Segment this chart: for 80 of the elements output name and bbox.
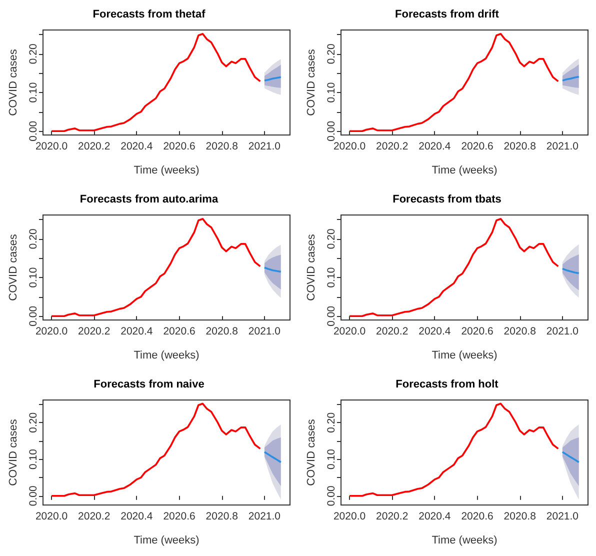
y-tick-label: 0.00	[28, 120, 40, 142]
x-tick-label: 2021.0	[248, 140, 281, 152]
x-tick-label: 2020.4	[120, 326, 153, 338]
x-tick-label: 2021.0	[546, 140, 579, 152]
line-series	[348, 402, 560, 497]
y-tick-label: 0.20	[28, 44, 40, 64]
y-tick-label: 0.00	[326, 120, 338, 142]
y-tick-label: 0.00	[326, 485, 338, 506]
x-tick-label: 2020.6	[163, 326, 196, 338]
x-tick-label: 2020.6	[461, 326, 494, 338]
x-tick-label: 2020.4	[418, 510, 451, 522]
y-tick-label: 0.10	[28, 82, 40, 103]
x-tick-label: 2020.2	[376, 326, 408, 338]
y-tick-label: 0.20	[326, 228, 338, 250]
y-axis-title: COVID cases	[8, 418, 20, 486]
x-tick-label: 2020.2	[78, 140, 110, 152]
x-tick-label: 2020.0	[35, 510, 68, 522]
x-tick-label: 2020.4	[418, 326, 451, 338]
x-tick-label: 2020.8	[504, 140, 536, 152]
line-series	[348, 218, 560, 318]
x-tick-label: 2020.2	[376, 140, 408, 152]
y-axis-title: COVID cases	[8, 48, 20, 116]
line-series	[50, 32, 262, 132]
x-tick-label: 2020.2	[78, 510, 110, 522]
chart-title: Forecasts from holt	[396, 378, 499, 390]
x-tick-label: 2020.0	[333, 326, 366, 338]
y-tick-label: 0.10	[326, 267, 338, 288]
x-tick-label: 2020.0	[333, 140, 366, 152]
chart-title: Forecasts from auto.arima	[80, 194, 219, 206]
x-tick-label: 2020.0	[35, 140, 68, 152]
x-tick-label: 2020.8	[206, 140, 238, 152]
x-tick-label: 2021.0	[546, 326, 579, 338]
x-tick-label: 2021.0	[248, 510, 281, 522]
x-tick-label: 2020.0	[333, 510, 366, 522]
y-tick-label: 0.10	[28, 267, 40, 288]
x-tick-label: 2020.6	[461, 140, 494, 152]
chart-title: Forecasts from drift	[395, 8, 500, 20]
x-axis-title: Time (weeks)	[432, 350, 498, 362]
x-tick-label: 2020.8	[504, 510, 536, 522]
y-axis-title: COVID cases	[306, 418, 318, 486]
x-tick-label: 2020.8	[206, 326, 238, 338]
y-tick-label: 0.00	[28, 485, 40, 506]
line-series	[562, 451, 580, 464]
y-axis-title: COVID cases	[306, 234, 318, 301]
x-tick-label: 2020.8	[206, 510, 238, 522]
y-tick-label: 0.10	[326, 448, 338, 470]
x-axis-title: Time (weeks)	[134, 164, 200, 176]
y-axis-title: COVID cases	[8, 234, 20, 301]
y-tick-label: 0.00	[326, 306, 338, 326]
chart-title: Forecasts from tbats	[392, 194, 502, 206]
y-tick-label: 0.20	[28, 228, 40, 250]
y-tick-label: 0.20	[326, 412, 338, 433]
y-tick-label: 0.10	[326, 82, 338, 103]
chart-title: Forecasts from naive	[94, 378, 204, 390]
x-tick-label: 2020.6	[461, 510, 494, 522]
x-tick-label: 2020.4	[120, 510, 153, 522]
x-axis-title: Time (weeks)	[432, 534, 498, 546]
x-tick-label: 2020.0	[35, 326, 68, 338]
x-tick-label: 2021.0	[248, 326, 281, 338]
x-tick-label: 2020.6	[163, 510, 196, 522]
line-series	[348, 32, 560, 132]
x-axis-title: Time (weeks)	[134, 534, 200, 546]
chart-title: Forecasts from thetaf	[92, 8, 206, 20]
x-tick-label: 2020.8	[504, 326, 536, 338]
x-tick-label: 2020.4	[120, 140, 153, 152]
x-axis-title: Time (weeks)	[134, 350, 200, 362]
x-tick-label: 2020.2	[376, 510, 408, 522]
y-tick-label: 0.10	[28, 448, 40, 470]
x-axis-title: Time (weeks)	[432, 164, 498, 176]
x-tick-label: 2021.0	[546, 510, 579, 522]
y-tick-label: 0.20	[28, 412, 40, 433]
x-tick-label: 2020.2	[78, 326, 110, 338]
y-tick-label: 0.00	[28, 306, 40, 326]
x-tick-label: 2020.4	[418, 140, 451, 152]
x-tick-label: 2020.6	[163, 140, 196, 152]
line-series	[50, 402, 262, 497]
y-axis-title: COVID cases	[306, 48, 318, 116]
y-tick-label: 0.20	[326, 44, 338, 64]
line-series	[264, 451, 282, 464]
line-series	[50, 218, 262, 318]
